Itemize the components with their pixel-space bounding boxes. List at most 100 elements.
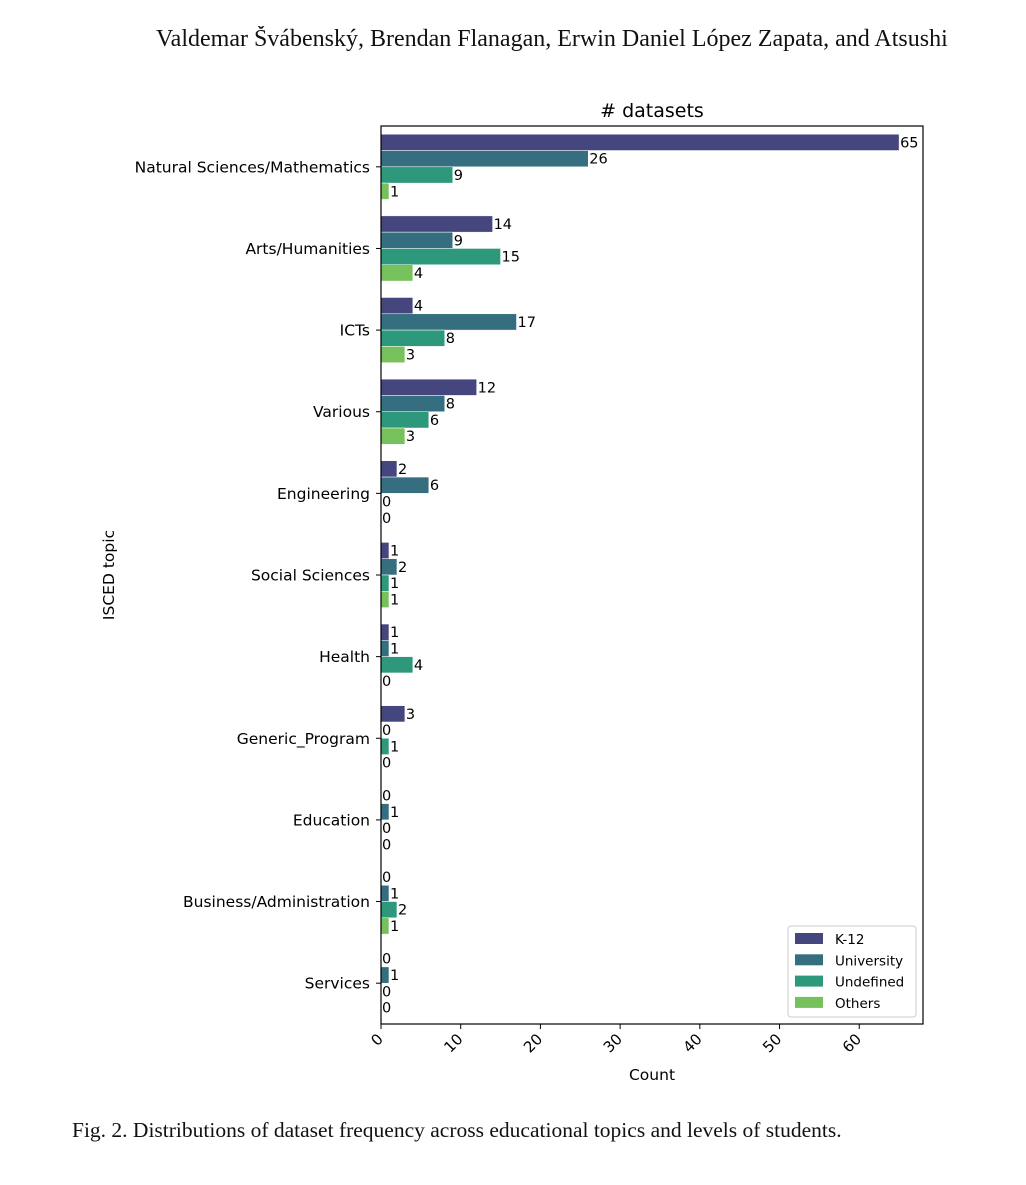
x-tick-label: 20 bbox=[520, 1030, 546, 1056]
bar-value-label: 1 bbox=[390, 544, 399, 560]
bar-value-label: 9 bbox=[454, 168, 463, 184]
bar bbox=[380, 248, 501, 266]
legend-box bbox=[787, 925, 917, 1018]
bar bbox=[380, 378, 477, 396]
bar bbox=[380, 591, 390, 608]
legend-swatch bbox=[795, 996, 823, 1008]
bar-value-label: 0 bbox=[382, 870, 391, 886]
bar-value-label: 3 bbox=[406, 429, 415, 445]
legend-swatch bbox=[795, 975, 823, 987]
bar bbox=[380, 182, 390, 200]
bar-value-label: 6 bbox=[430, 413, 439, 429]
chart-title: # datasets bbox=[600, 100, 704, 122]
bar bbox=[380, 231, 453, 249]
bar-value-label: 12 bbox=[478, 380, 496, 396]
bar-value-label: 4 bbox=[414, 299, 423, 315]
bar-value-label: 1 bbox=[390, 919, 399, 935]
x-tick-label: 30 bbox=[600, 1030, 626, 1056]
bar-value-label: 1 bbox=[390, 625, 399, 641]
legend-label: K-12 bbox=[835, 932, 865, 948]
bar bbox=[380, 476, 430, 494]
bar-value-label: 1 bbox=[390, 641, 399, 657]
bar bbox=[380, 313, 517, 331]
bar-value-label: 26 bbox=[589, 152, 607, 168]
y-tick-label: Natural Sciences/Mathematics bbox=[135, 158, 370, 176]
bar bbox=[380, 623, 390, 641]
legend-label: Undefined bbox=[835, 975, 904, 991]
bar-value-label: 2 bbox=[398, 462, 407, 478]
y-tick-label: ICTs bbox=[340, 322, 370, 340]
y-tick-label: Education bbox=[293, 811, 370, 829]
bar-value-label: 0 bbox=[382, 952, 391, 968]
legend-label: University bbox=[835, 953, 903, 969]
x-axis-label: Count bbox=[629, 1066, 675, 1084]
bar-value-label: 17 bbox=[518, 315, 536, 331]
bar-value-label: 0 bbox=[382, 756, 391, 772]
bar-value-label: 1 bbox=[390, 184, 399, 200]
bar-value-label: 0 bbox=[382, 1001, 391, 1017]
legend: K-12 University Undefined Others bbox=[787, 925, 917, 1018]
bar-value-label: 1 bbox=[390, 592, 399, 608]
bar bbox=[380, 264, 414, 282]
bar-chart: # datasets Count ISCED topic Natural Sci… bbox=[100, 100, 924, 1084]
bar bbox=[380, 574, 390, 592]
bar bbox=[380, 297, 414, 315]
y-axis-label: ISCED topic bbox=[100, 530, 118, 620]
bar-value-label: 65 bbox=[900, 135, 918, 151]
bar-value-label: 9 bbox=[454, 233, 463, 249]
bar-value-label: 14 bbox=[494, 217, 512, 233]
bar-value-label: 1 bbox=[390, 968, 399, 984]
bar-value-label: 2 bbox=[398, 560, 407, 576]
bar-value-label: 1 bbox=[390, 739, 399, 755]
bar-value-label: 3 bbox=[406, 707, 415, 723]
bar-value-label: 0 bbox=[382, 788, 391, 804]
y-tick-label: Health bbox=[319, 648, 370, 666]
bar bbox=[380, 411, 430, 429]
bar-value-label: 8 bbox=[446, 331, 455, 347]
legend-swatch bbox=[795, 954, 823, 966]
bar-value-label: 0 bbox=[382, 723, 391, 739]
bar bbox=[380, 803, 390, 821]
bar bbox=[380, 427, 406, 445]
bar-value-label: 1 bbox=[390, 576, 399, 592]
bar bbox=[380, 558, 398, 576]
y-tick-label: Various bbox=[313, 403, 370, 421]
bar-value-label: 0 bbox=[382, 495, 391, 511]
x-tick-label: 0 bbox=[367, 1030, 386, 1049]
bar bbox=[380, 640, 390, 657]
bar-value-label: 3 bbox=[406, 348, 415, 364]
bar-value-label: 0 bbox=[382, 837, 391, 853]
bar-value-label: 0 bbox=[382, 821, 391, 837]
bar bbox=[380, 150, 589, 168]
bar bbox=[380, 705, 406, 723]
figure-caption: Fig. 2. Distributions of dataset frequen… bbox=[72, 1118, 842, 1142]
bar-value-label: 15 bbox=[502, 250, 520, 266]
bar-value-label: 0 bbox=[382, 511, 391, 527]
y-tick-label: Social Sciences bbox=[251, 567, 370, 585]
bar bbox=[380, 133, 900, 151]
plot-frame bbox=[380, 125, 924, 1025]
y-tick-label: Arts/Humanities bbox=[245, 240, 370, 258]
bar bbox=[380, 966, 390, 984]
bar bbox=[380, 901, 398, 919]
bar bbox=[380, 884, 390, 902]
bar bbox=[380, 395, 446, 412]
bar-value-label: 8 bbox=[446, 397, 455, 413]
bar-value-label: 4 bbox=[414, 658, 423, 674]
bar bbox=[380, 656, 414, 674]
x-tick-label: 10 bbox=[440, 1030, 466, 1056]
x-tick-label: 40 bbox=[679, 1030, 705, 1056]
bar bbox=[380, 460, 398, 478]
bar-value-label: 6 bbox=[430, 478, 439, 494]
bar bbox=[380, 329, 446, 347]
y-tick-label: Engineering bbox=[277, 485, 370, 503]
bar bbox=[380, 215, 493, 233]
y-tick-label: Services bbox=[305, 975, 370, 993]
bar bbox=[380, 917, 390, 935]
bar bbox=[380, 166, 453, 184]
bar-value-label: 2 bbox=[398, 903, 407, 919]
page-header: Valdemar Švábenský, Brendan Flanagan, Er… bbox=[156, 26, 948, 52]
x-tick-label: 50 bbox=[759, 1030, 785, 1056]
legend-swatch bbox=[795, 933, 823, 944]
bar bbox=[380, 738, 390, 755]
